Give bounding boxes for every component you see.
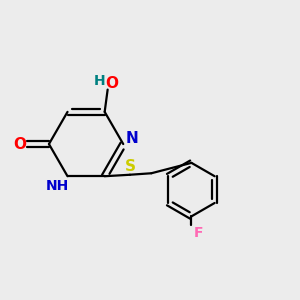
Text: NH: NH [46, 179, 69, 193]
Text: F: F [193, 226, 203, 240]
Text: S: S [124, 159, 135, 174]
Text: O: O [14, 136, 27, 152]
Text: H: H [94, 74, 105, 88]
Text: O: O [106, 76, 118, 91]
Text: N: N [125, 131, 138, 146]
